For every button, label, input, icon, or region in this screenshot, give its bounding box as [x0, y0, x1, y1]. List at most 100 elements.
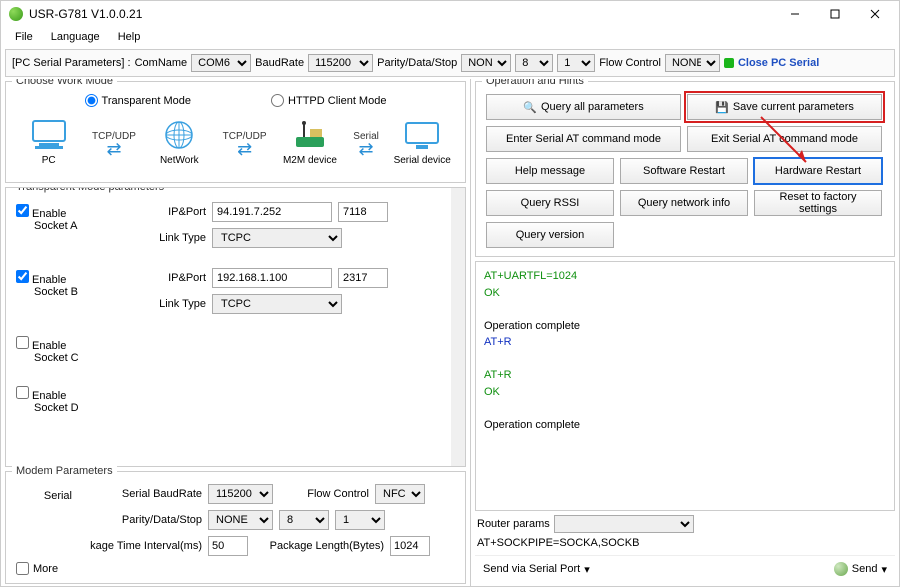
socket-checkbox[interactable]	[16, 204, 29, 217]
linktype-label: Link Type	[96, 298, 206, 310]
console-line: AT+R	[484, 367, 886, 384]
linktype-label: Link Type	[96, 232, 206, 244]
databits-select[interactable]: 8	[515, 54, 553, 72]
socket-enable-1[interactable]: Enable	[16, 270, 86, 286]
query-all-button[interactable]: 🔍 Query all parameters	[486, 94, 681, 120]
operation-hints-group: Operation and Hints 🔍 Query all paramete…	[475, 81, 895, 257]
exit-at-button[interactable]: Exit Serial AT command mode	[687, 126, 882, 152]
router-label: Router params	[477, 518, 550, 530]
console-line: Operation complete	[484, 318, 886, 335]
socket-row-socket-b: EnableSocket BIP&PortLink TypeTCPC	[12, 262, 459, 328]
save-params-button[interactable]: 💾 Save current parameters	[687, 94, 882, 120]
console-line: AT+UARTFL=1024	[484, 268, 886, 285]
pc-serial-params-bar: [PC Serial Parameters] : ComName COM6 Ba…	[5, 49, 895, 77]
hardware-restart-button[interactable]: Hardware Restart	[754, 158, 882, 184]
globe-icon	[834, 562, 848, 576]
socket-port-input[interactable]	[338, 202, 388, 222]
send-bar: Send via Serial Port ▾ Send ▾	[475, 555, 895, 582]
socket-enable-3[interactable]: Enable	[16, 386, 86, 402]
minimize-button[interactable]	[775, 2, 815, 26]
menu-help[interactable]: Help	[110, 29, 149, 45]
transparent-mode-radio[interactable]: Transparent Mode	[85, 94, 191, 107]
socket-linktype-select[interactable]: TCPC	[212, 228, 342, 248]
close-button[interactable]	[855, 2, 895, 26]
socket-row-socket-d: EnableSocket D	[12, 378, 459, 428]
app-window: USR-G781 V1.0.0.21 File Language Help [P…	[0, 0, 900, 587]
window-controls	[775, 2, 895, 26]
modem-interval-input[interactable]	[208, 536, 248, 556]
m-flow-label: Flow Control	[279, 488, 369, 500]
comname-label: ComName	[135, 57, 188, 69]
reset-factory-button[interactable]: Reset to factory settings	[754, 190, 882, 216]
socket-ip-input[interactable]	[212, 268, 332, 288]
dropdown-icon[interactable]: ▾	[584, 563, 590, 576]
socket-checkbox[interactable]	[16, 386, 29, 399]
pc-device-icon: PC	[19, 119, 79, 166]
menu-file[interactable]: File	[7, 29, 41, 45]
socket-port-input[interactable]	[338, 268, 388, 288]
modem-baud-select[interactable]: 115200	[208, 484, 273, 504]
socket-checkbox[interactable]	[16, 336, 29, 349]
console-line	[484, 400, 886, 417]
ipport-label: IP&Port	[96, 206, 206, 218]
httpd-mode-radio[interactable]: HTTPD Client Mode	[271, 94, 386, 107]
socket-linktype-select[interactable]: TCPC	[212, 294, 342, 314]
socket-ip-input[interactable]	[212, 202, 332, 222]
help-button[interactable]: Help message	[486, 158, 614, 184]
menubar: File Language Help	[1, 27, 899, 47]
transparent-params-group: Transparent Mode parameters EnableSocket…	[5, 187, 466, 467]
flow-select[interactable]: NONE	[665, 54, 720, 72]
modem-pkglen-input[interactable]	[390, 536, 430, 556]
more-checkbox[interactable]	[16, 562, 29, 575]
socket-enable-0[interactable]: Enable	[16, 204, 86, 220]
maximize-button[interactable]	[815, 2, 855, 26]
arrow-tcp-2: TCP/UDP ⇄	[223, 131, 267, 154]
router-params-row: Router params	[471, 513, 899, 535]
httpd-radio-input[interactable]	[271, 94, 284, 107]
modem-flow-select[interactable]: NFC	[375, 484, 425, 504]
scrollbar[interactable]	[451, 188, 465, 466]
modem-parity-select[interactable]: NONE	[208, 510, 273, 530]
search-icon: 🔍	[523, 101, 537, 114]
send-button[interactable]: Send	[852, 563, 878, 575]
stopbits-select[interactable]: 1	[557, 54, 595, 72]
titlebar: USR-G781 V1.0.0.21	[1, 1, 899, 27]
m-baud-label: Serial BaudRate	[82, 488, 202, 500]
right-pane: Operation and Hints 🔍 Query all paramete…	[471, 79, 899, 586]
main-area: Choose Work Mode Transparent Mode HTTPD …	[1, 79, 899, 586]
parity-select[interactable]: NONE	[461, 54, 511, 72]
left-pane: Choose Work Mode Transparent Mode HTTPD …	[1, 79, 471, 586]
sockpipe-text: AT+SOCKPIPE=SOCKA,SOCKB	[471, 535, 899, 551]
network-icon: NetWork	[149, 119, 209, 166]
menu-language[interactable]: Language	[43, 29, 108, 45]
baudrate-select[interactable]: 115200	[308, 54, 373, 72]
router-params-select[interactable]	[554, 515, 694, 533]
window-title: USR-G781 V1.0.0.21	[29, 7, 142, 21]
socket-row-socket-a: EnableSocket AIP&PortLink TypeTCPC	[12, 196, 459, 262]
socket-checkbox[interactable]	[16, 270, 29, 283]
transparent-radio-input[interactable]	[85, 94, 98, 107]
pds-label: Parity/Data/Stop	[377, 57, 457, 69]
dropdown-icon[interactable]: ▾	[881, 563, 887, 576]
ipport-label: IP&Port	[96, 272, 206, 284]
socket-enable-2[interactable]: Enable	[16, 336, 86, 352]
baudrate-label: BaudRate	[255, 57, 304, 69]
modem-data-select[interactable]: 8	[279, 510, 329, 530]
socket-row-socket-c: EnableSocket C	[12, 328, 459, 378]
comname-select[interactable]: COM6	[191, 54, 251, 72]
arrow-tcp-1: TCP/UDP ⇄	[92, 131, 136, 154]
close-pc-serial-link[interactable]: Close PC Serial	[738, 57, 819, 69]
modem-stop-select[interactable]: 1	[335, 510, 385, 530]
send-via-label: Send via Serial Port	[483, 563, 580, 575]
query-version-button[interactable]: Query version	[486, 222, 614, 248]
software-restart-button[interactable]: Software Restart	[620, 158, 748, 184]
console-line: AT+R	[484, 334, 886, 351]
httpd-label: HTTPD Client Mode	[288, 95, 386, 107]
m-interval-label: kage Time Interval(ms)	[82, 540, 202, 552]
console-line	[484, 301, 886, 318]
query-rssi-button[interactable]: Query RSSI	[486, 190, 614, 216]
save-icon: 💾	[715, 101, 729, 114]
enter-at-button[interactable]: Enter Serial AT command mode	[486, 126, 681, 152]
pc-serial-label: [PC Serial Parameters] :	[12, 57, 131, 69]
query-network-button[interactable]: Query network info	[620, 190, 748, 216]
